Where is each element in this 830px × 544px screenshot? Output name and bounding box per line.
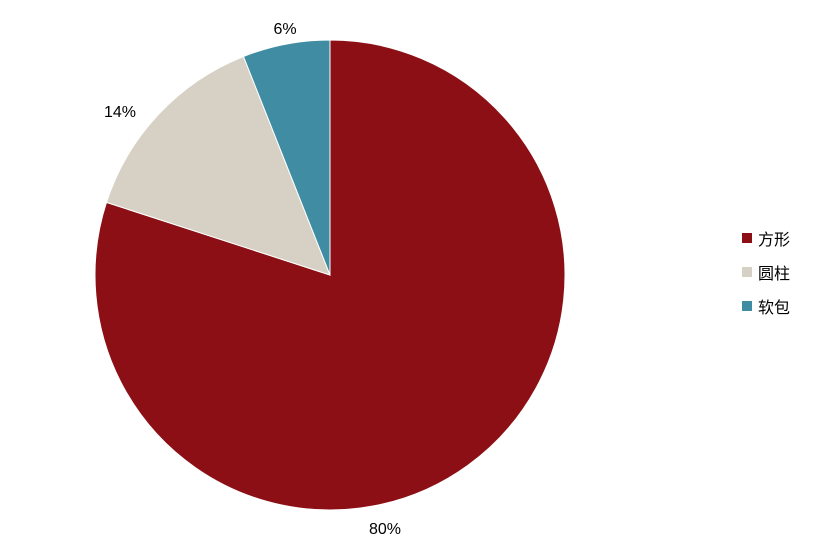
legend-label: 软包 <box>758 294 790 318</box>
legend-item-yuanzhu: 圆柱 <box>742 260 790 284</box>
legend-swatch-icon <box>742 301 752 311</box>
legend-swatch-icon <box>742 233 752 243</box>
legend-label: 圆柱 <box>758 260 790 284</box>
legend-item-ruanbao: 软包 <box>742 294 790 318</box>
legend: 方形 圆柱 软包 <box>742 226 790 318</box>
slice-label-ruanbao: 6% <box>273 21 296 39</box>
chart-container: 80% 14% 6% 方形 圆柱 软包 <box>0 0 830 544</box>
legend-label: 方形 <box>758 226 790 250</box>
legend-item-fangxing: 方形 <box>742 226 790 250</box>
slice-label-fangxing: 80% <box>369 521 401 539</box>
slice-label-yuanzhu: 14% <box>104 104 136 122</box>
pie-chart <box>0 0 830 544</box>
legend-swatch-icon <box>742 267 752 277</box>
